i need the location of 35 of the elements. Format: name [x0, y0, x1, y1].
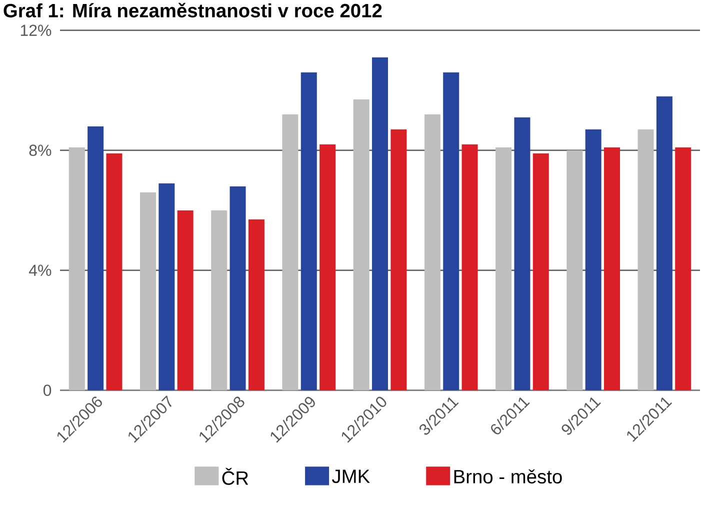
bar — [106, 153, 122, 390]
bar — [532, 153, 549, 390]
bar — [353, 99, 370, 390]
legend-label: JMK — [332, 470, 370, 484]
bar — [140, 192, 156, 390]
legend-label: ČR — [222, 468, 248, 485]
bar — [88, 126, 104, 390]
bar — [443, 72, 460, 390]
bar — [424, 114, 440, 390]
bar — [585, 129, 602, 390]
bar — [496, 147, 512, 390]
bar — [230, 186, 246, 390]
bar — [514, 117, 530, 390]
bar — [158, 183, 175, 390]
bar — [68, 147, 85, 390]
bar — [248, 219, 264, 390]
bar — [604, 147, 620, 390]
bar — [656, 96, 672, 390]
bar — [462, 144, 478, 390]
bar — [390, 129, 407, 390]
bar — [177, 210, 194, 390]
chart-title: Graf 1: Míra nezaměstnanosti v roce 2012 — [4, 2, 382, 18]
bar — [320, 144, 336, 390]
bar — [638, 129, 654, 390]
bar — [566, 150, 583, 390]
bar — [372, 57, 388, 390]
bar — [282, 114, 298, 390]
y-tick-label: 4% — [28, 264, 52, 276]
y-tick-label: 0 — [43, 384, 52, 396]
y-tick-label: 12% — [20, 24, 52, 36]
legend-label: Brno - město — [454, 469, 562, 484]
bar — [300, 72, 317, 390]
bar — [211, 210, 228, 390]
y-tick-label: 8% — [29, 144, 52, 156]
bar — [675, 147, 692, 390]
